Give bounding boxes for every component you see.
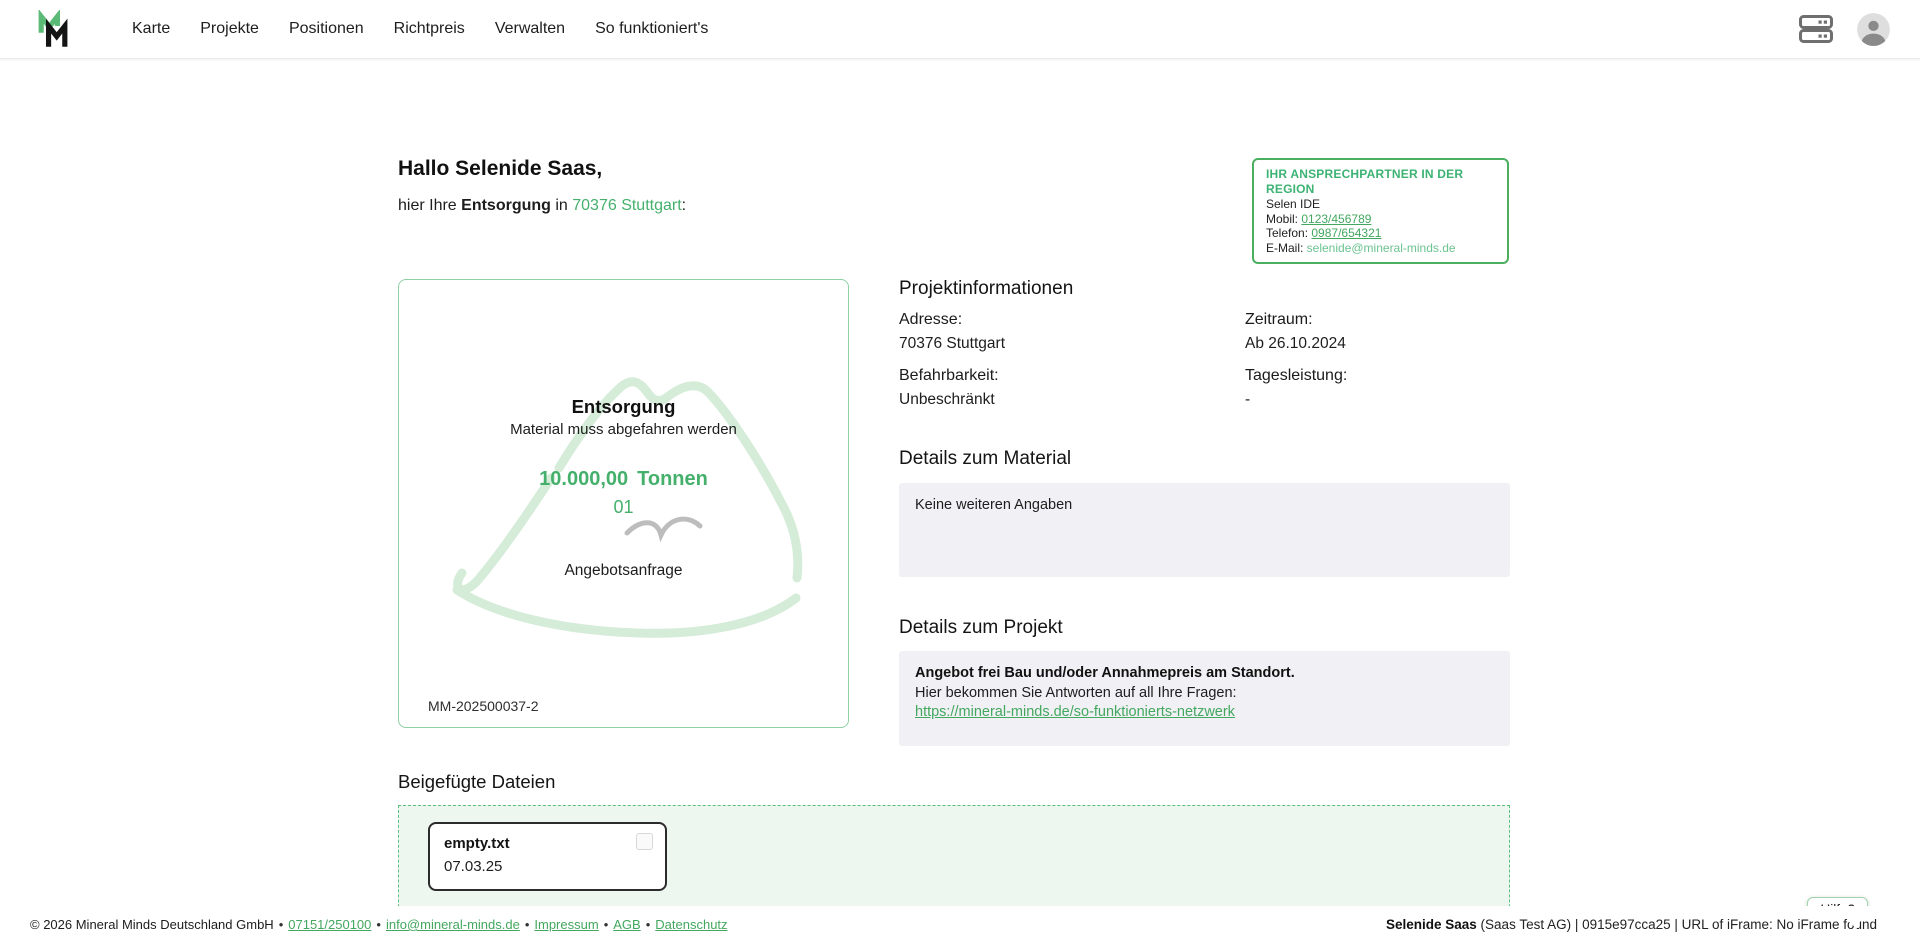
contact-telefon-row: Telefon: 0987/654321: [1266, 226, 1382, 240]
project-card-quantity: 10.000,00 Tonnen: [539, 468, 708, 490]
top-navbar: Karte Projekte Positionen Richtpreis Ver…: [0, 0, 1920, 59]
material-details-box: Keine weiteren Angaben: [899, 483, 1510, 577]
nav-item-karte[interactable]: Karte: [132, 20, 171, 37]
main-content: Hallo Selenide Saas, hier Ihre Entsorgun…: [0, 59, 1920, 943]
footer-link-email[interactable]: info@mineral-minds.de: [385, 917, 520, 932]
material-details-text: Keine weiteren Angaben: [915, 497, 1073, 513]
section-title-attachments: Beigefügte Dateien: [398, 771, 556, 792]
section-title-projektinformationen: Projektinformationen: [899, 278, 1074, 299]
project-details-link[interactable]: https://mineral-minds.de/so-funktioniert…: [915, 704, 1235, 720]
footer-link-phone[interactable]: 07151/250100: [288, 917, 372, 932]
greeting-location: 70376 Stuttgart: [572, 197, 682, 214]
contact-email-link[interactable]: selenide@mineral-minds.de: [1306, 240, 1456, 255]
footer-left: © 2026 Mineral Minds Deutschland GmbH • …: [30, 917, 728, 932]
project-card-position: 01: [613, 497, 634, 517]
greeting-type: Entsorgung: [461, 197, 551, 214]
mineral-minds-logo[interactable]: [36, 10, 70, 48]
page-footer: © 2026 Mineral Minds Deutschland GmbH • …: [0, 906, 1920, 943]
file-checkbox[interactable]: [636, 833, 653, 850]
contact-mobil-link[interactable]: 0123/456789: [1301, 211, 1372, 226]
footer-link-datenschutz[interactable]: Datenschutz: [655, 917, 728, 932]
footer-copyright: © 2026 Mineral Minds Deutschland GmbH: [30, 917, 274, 932]
project-reference-number: MM-202500037-2: [428, 698, 539, 714]
project-details-bold-line: Angebot frei Bau und/oder Annahmepreis a…: [915, 665, 1295, 681]
footer-user-name: Selenide Saas: [1385, 917, 1477, 932]
page-title: Hallo Selenide Saas,: [398, 157, 603, 180]
project-card-title: Entsorgung: [571, 396, 676, 417]
footer-link-agb[interactable]: AGB: [613, 917, 641, 932]
contact-box: IHR ANSPRECHPARTNER IN DER REGION Selen …: [1252, 158, 1509, 264]
nav-item-projekte[interactable]: Projekte: [200, 20, 259, 37]
file-date: 07.03.25: [444, 858, 503, 875]
info-field-befahrbarkeit: Befahrbarkeit: Unbeschränkt: [899, 367, 999, 408]
project-info-grid: Adresse: 70376 Stuttgart Zeitraum: Ab 26…: [899, 310, 1510, 409]
section-title-material-details: Details zum Material: [899, 448, 1072, 469]
info-field-zeitraum: Zeitraum: Ab 26.10.2024: [1245, 311, 1346, 352]
nav-item-positionen[interactable]: Positionen: [288, 20, 364, 37]
contact-name: Selen IDE: [1266, 197, 1321, 211]
project-details-text-line: Hier bekommen Sie Antworten auf all Ihre…: [915, 684, 1237, 701]
project-details-box: Angebot frei Bau und/oder Annahmepreis a…: [899, 651, 1510, 746]
contact-mobil-row: Mobil: 0123/456789: [1266, 211, 1372, 226]
server-icon[interactable]: [1799, 15, 1833, 43]
project-card[interactable]: Entsorgung Material muss abgefahren werd…: [398, 279, 849, 728]
project-card-status: Angebotsanfrage: [564, 562, 683, 579]
nav-item-so-funktionierts[interactable]: So funktioniert's: [595, 20, 709, 37]
file-card[interactable]: empty.txt 07.03.25: [428, 822, 667, 891]
section-title-project-details: Details zum Projekt: [899, 617, 1063, 638]
file-name: empty.txt: [444, 835, 510, 852]
footer-session-info: Selenide Saas (Saas Test AG) | 0915e97cc…: [1385, 917, 1877, 932]
info-field-adresse: Adresse: 70376 Stuttgart: [899, 311, 1005, 352]
footer-link-impressum[interactable]: Impressum: [534, 917, 599, 932]
contact-telefon-link[interactable]: 0987/654321: [1311, 226, 1382, 240]
project-details-column: Projektinformationen Adresse: 70376 Stut…: [899, 279, 1510, 746]
contact-box-title: IHR ANSPRECHPARTNER IN DER REGION: [1266, 167, 1464, 196]
greeting-subline: hier Ihre Entsorgung in 70376 Stuttgart:: [398, 197, 687, 214]
contact-email-row: E-Mail: selenide@mineral-minds.de: [1266, 240, 1456, 255]
nav-item-richtpreis[interactable]: Richtpreis: [393, 20, 465, 37]
greeting-block: Hallo Selenide Saas, hier Ihre Entsorgun…: [398, 156, 686, 215]
info-field-tagesleistung: Tagesleistung: -: [1245, 367, 1348, 408]
user-avatar-icon[interactable]: [1857, 12, 1890, 46]
project-card-subtitle: Material muss abgefahren werden: [510, 421, 737, 438]
nav-links: Karte Projekte Positionen Richtpreis Ver…: [132, 20, 708, 38]
nav-item-verwalten[interactable]: Verwalten: [494, 20, 566, 37]
nav-actions: [1799, 12, 1890, 46]
logo-mm-icon: [38, 10, 68, 47]
